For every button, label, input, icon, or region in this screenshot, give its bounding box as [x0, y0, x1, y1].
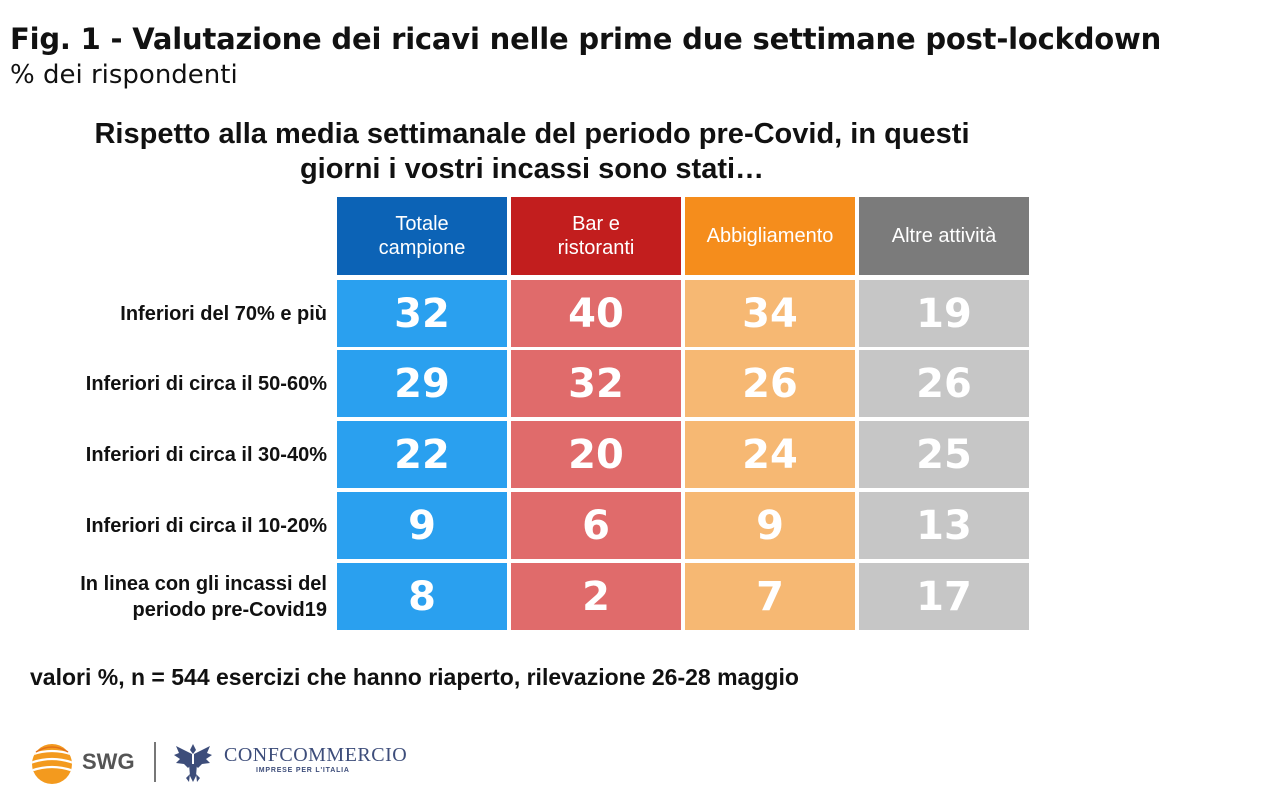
value-cell: 8 [337, 563, 507, 630]
figure-subtitle: % dei rispondenti [10, 60, 238, 90]
value-cell: 29 [337, 350, 507, 417]
swg-logo-text: SWG [82, 749, 135, 774]
value-cell: 24 [685, 421, 855, 488]
survey-question-line: Rispetto alla media settimanale del peri… [94, 118, 970, 150]
confcommercio-tagline: IMPRESE PER L'ITALIA [256, 767, 350, 774]
value-cell: 22 [337, 421, 507, 488]
row-label: In linea con gli incassi del periodo pre-… [0, 563, 327, 630]
survey-question: Rispetto alla media settimanale del peri… [20, 117, 1044, 187]
column-header-line: Bar e [572, 213, 620, 235]
row-label: Inferiori del 70% e più [0, 280, 327, 347]
logo-bar: SWG CONFCOMMERCIO IMPRESE PER L'ITALIA [30, 736, 430, 788]
row-label: Inferiori di circa il 10-20% [0, 492, 327, 559]
row-label-line: Inferiori del 70% e più [120, 302, 327, 325]
row-label-line: Inferiori di circa il 30-40% [85, 443, 327, 466]
swg-logo-icon [32, 744, 72, 784]
value-cell: 19 [859, 280, 1029, 347]
value-cell: 32 [337, 280, 507, 347]
survey-question-line: giorni i vostri incassi sono stati… [299, 153, 765, 185]
logo-divider [154, 742, 156, 782]
row-label-line: Inferiori di circa il 10-20% [85, 514, 327, 537]
figure-title: Fig. 1 - Valutazione dei ricavi nelle pr… [10, 22, 1162, 56]
row-label-line: In linea con gli incassi del [80, 572, 327, 595]
value-cell: 6 [511, 492, 681, 559]
value-cell: 40 [511, 280, 681, 347]
column-header-line: ristoranti [557, 237, 635, 259]
column-header: Totale campione [337, 197, 507, 275]
value-cell: 25 [859, 421, 1029, 488]
column-header: Altre attività [859, 197, 1029, 275]
value-cell: 13 [859, 492, 1029, 559]
value-cell: 32 [511, 350, 681, 417]
value-cell: 9 [337, 492, 507, 559]
value-cell: 2 [511, 563, 681, 630]
value-cell: 9 [685, 492, 855, 559]
value-cell: 26 [685, 350, 855, 417]
column-header-line: Abbigliamento [706, 225, 834, 247]
column-header-line: Totale [395, 213, 449, 235]
confcommercio-eagle-icon [174, 744, 212, 782]
column-header: Bar e ristoranti [511, 197, 681, 275]
value-cell: 34 [685, 280, 855, 347]
footnote: valori %, n = 544 esercizi che hanno ria… [30, 664, 799, 690]
value-cell: 17 [859, 563, 1029, 630]
value-cell: 26 [859, 350, 1029, 417]
row-label-line: periodo pre-Covid19 [132, 598, 327, 621]
column-header: Abbigliamento [685, 197, 855, 275]
column-header-line: Altre attività [891, 225, 997, 247]
row-label: Inferiori di circa il 30-40% [0, 421, 327, 488]
value-cell: 20 [511, 421, 681, 488]
row-label-line: Inferiori di circa il 50-60% [85, 372, 327, 395]
column-header-line: campione [378, 237, 466, 259]
confcommercio-logo-text: CONFCOMMERCIO [224, 744, 408, 766]
row-label: Inferiori di circa il 50-60% [0, 350, 327, 417]
value-cell: 7 [685, 563, 855, 630]
